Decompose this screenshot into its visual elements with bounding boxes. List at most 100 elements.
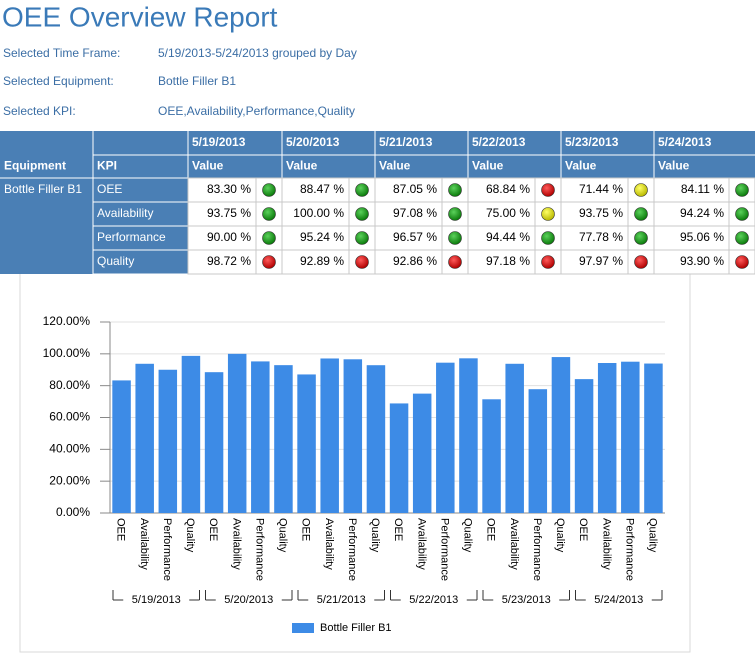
value-text: 93.75 % <box>579 206 623 220</box>
status-indicator <box>262 255 276 269</box>
value-text: 93.75 % <box>207 206 251 220</box>
kpi-name: Availability <box>97 206 153 220</box>
value-text: 97.08 % <box>393 206 437 220</box>
x-tick-label: OEE <box>207 518 219 541</box>
status-indicator <box>262 231 276 245</box>
x-tick-label: Performance <box>161 518 173 581</box>
x-tick-label: OEE <box>485 518 497 541</box>
filter-label: Selected Equipment: <box>3 74 114 88</box>
filter-value: Bottle Filler B1 <box>158 74 236 88</box>
x-tick-label: Availability <box>600 518 612 570</box>
bar <box>274 365 293 513</box>
status-indicator <box>735 231 749 245</box>
bar <box>505 363 524 513</box>
y-tick-label: 60.00% <box>49 410 90 424</box>
bar <box>158 369 178 513</box>
group-label: 5/24/2013 <box>594 594 643 606</box>
status-indicator <box>634 207 648 221</box>
status-indicator <box>448 231 462 245</box>
y-tick-label: 20.00% <box>49 473 90 487</box>
value-text: 77.78 % <box>579 230 623 244</box>
bar <box>251 361 270 513</box>
y-tick-label: 80.00% <box>49 378 90 392</box>
status-indicator <box>448 207 462 221</box>
bar <box>551 357 571 513</box>
x-tick-label: Quality <box>369 518 381 553</box>
value-text: 96.57 % <box>393 230 437 244</box>
bar <box>412 393 432 513</box>
x-tick-label: Availability <box>138 518 150 570</box>
status-indicator <box>262 207 276 221</box>
column-header: Value <box>472 159 504 173</box>
status-indicator <box>735 207 749 221</box>
x-tick-label: Availability <box>508 518 520 570</box>
value-text: 98.72 % <box>207 254 251 268</box>
filter-label: Selected KPI: <box>3 104 76 118</box>
x-tick-label: OEE <box>300 518 312 541</box>
date-header: 5/22/2013 <box>472 135 526 149</box>
x-tick-label: Performance <box>346 518 358 581</box>
kpi-name: Quality <box>97 254 134 268</box>
report-title: OEE Overview Report <box>2 1 278 32</box>
value-text: 92.86 % <box>393 254 437 268</box>
column-header: KPI <box>97 159 117 173</box>
y-tick-label: 0.00% <box>56 505 90 519</box>
value-text: 97.18 % <box>486 254 530 268</box>
bar <box>204 372 224 513</box>
status-indicator <box>262 183 276 197</box>
x-tick-label: Performance <box>438 518 450 581</box>
value-text: 87.05 % <box>393 182 437 196</box>
status-indicator <box>355 183 369 197</box>
group-label: 5/23/2013 <box>502 594 551 606</box>
kpi-name: OEE <box>97 182 122 196</box>
x-tick-label: Quality <box>554 518 566 553</box>
filter-label: Selected Time Frame: <box>3 46 120 60</box>
value-text: 90.00 % <box>207 230 251 244</box>
value-text: 71.44 % <box>579 182 623 196</box>
value-text: 92.89 % <box>300 254 344 268</box>
status-indicator <box>355 255 369 269</box>
status-indicator <box>448 255 462 269</box>
value-text: 84.11 % <box>681 182 724 196</box>
equipment-name: Bottle Filler B1 <box>4 182 82 196</box>
status-indicator <box>634 255 648 269</box>
x-tick-label: Availability <box>415 518 427 570</box>
bar <box>181 355 201 513</box>
x-tick-label: Quality <box>277 518 289 553</box>
status-indicator <box>541 255 555 269</box>
value-text: 95.06 % <box>680 230 724 244</box>
column-header: Value <box>192 159 224 173</box>
bar <box>597 363 617 513</box>
column-header: Value <box>565 159 597 173</box>
value-text: 95.24 % <box>300 230 344 244</box>
value-text: 94.24 % <box>680 206 724 220</box>
bar <box>459 358 478 513</box>
x-tick-label: OEE <box>577 518 589 541</box>
x-tick-label: Availability <box>230 518 242 570</box>
x-tick-label: Performance <box>531 518 543 581</box>
value-text: 68.84 % <box>486 182 530 196</box>
value-text: 75.00 % <box>486 206 530 220</box>
bar <box>528 389 548 513</box>
x-tick-label: OEE <box>115 518 127 541</box>
bar <box>621 361 640 513</box>
bar <box>297 374 316 513</box>
value-text: 94.44 % <box>486 230 530 244</box>
x-tick-label: Quality <box>462 518 474 553</box>
value-text: 100.00 % <box>293 206 344 220</box>
x-tick-label: Quality <box>184 518 196 553</box>
bar <box>227 353 247 513</box>
x-tick-label: Performance <box>253 518 265 581</box>
bar <box>436 362 455 513</box>
legend-swatch <box>292 623 314 633</box>
date-header: 5/19/2013 <box>192 135 246 149</box>
status-indicator <box>448 183 462 197</box>
value-text: 88.47 % <box>300 182 344 196</box>
group-label: 5/22/2013 <box>409 594 458 606</box>
column-header: Value <box>286 159 318 173</box>
date-header: 5/23/2013 <box>565 135 619 149</box>
status-indicator <box>735 183 749 197</box>
date-header: 5/21/2013 <box>379 135 433 149</box>
value-text: 97.97 % <box>579 254 623 268</box>
